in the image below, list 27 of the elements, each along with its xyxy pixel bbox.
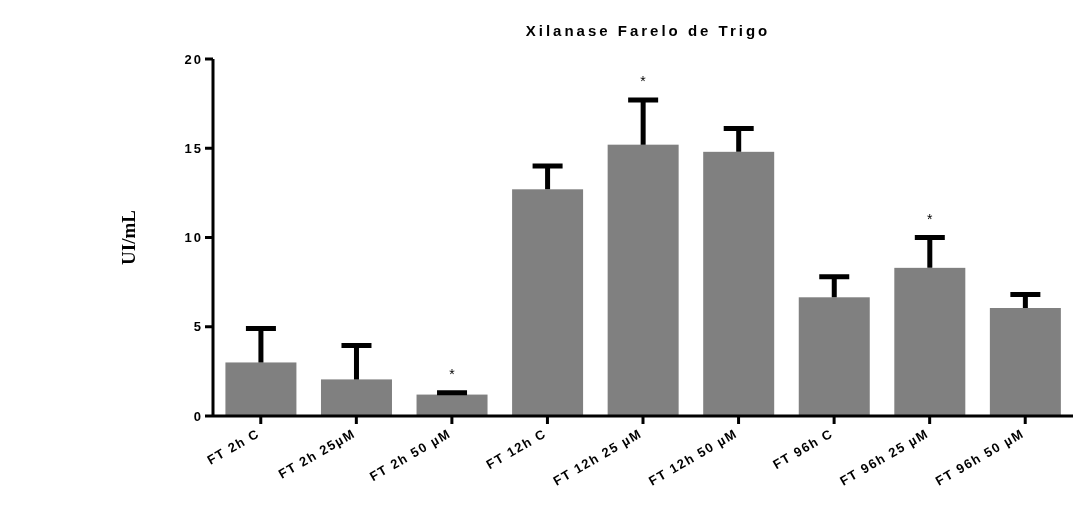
- annotation: *: [449, 365, 456, 382]
- x-tick-label: FT 12h C: [483, 425, 549, 473]
- y-tick-label: 10: [184, 230, 203, 246]
- x-tick-label: FT 96h C: [770, 425, 836, 473]
- bar: [416, 394, 488, 416]
- y-tick-label: 0: [193, 408, 203, 424]
- y-axis-title: UI/mL: [117, 210, 139, 265]
- y-tick-label: 15: [184, 140, 203, 156]
- y-tick-label: 20: [184, 51, 203, 67]
- bar: [989, 308, 1061, 416]
- bar: [320, 379, 392, 416]
- x-tick-label: FT 2h C: [204, 425, 263, 468]
- annotation: *: [640, 73, 647, 90]
- chart-title: Xilanase Farelo de Trigo: [524, 22, 772, 39]
- bar: [607, 144, 679, 416]
- bar: [225, 362, 297, 416]
- bar: [798, 297, 870, 416]
- x-tick-label: FT 96h 25 µM: [837, 425, 932, 489]
- x-tick-label: FT 2h 50 µM: [366, 425, 454, 485]
- bar: [894, 267, 966, 416]
- x-tick-label: FT 12h 25 µM: [550, 425, 645, 489]
- bar: [703, 151, 775, 416]
- x-tick-label: FT 96h 50 µM: [932, 425, 1027, 489]
- annotation: *: [926, 210, 933, 227]
- bar: [512, 189, 584, 416]
- x-tick-label: FT 12h 50 µM: [646, 425, 741, 489]
- y-tick-label: 5: [193, 319, 203, 335]
